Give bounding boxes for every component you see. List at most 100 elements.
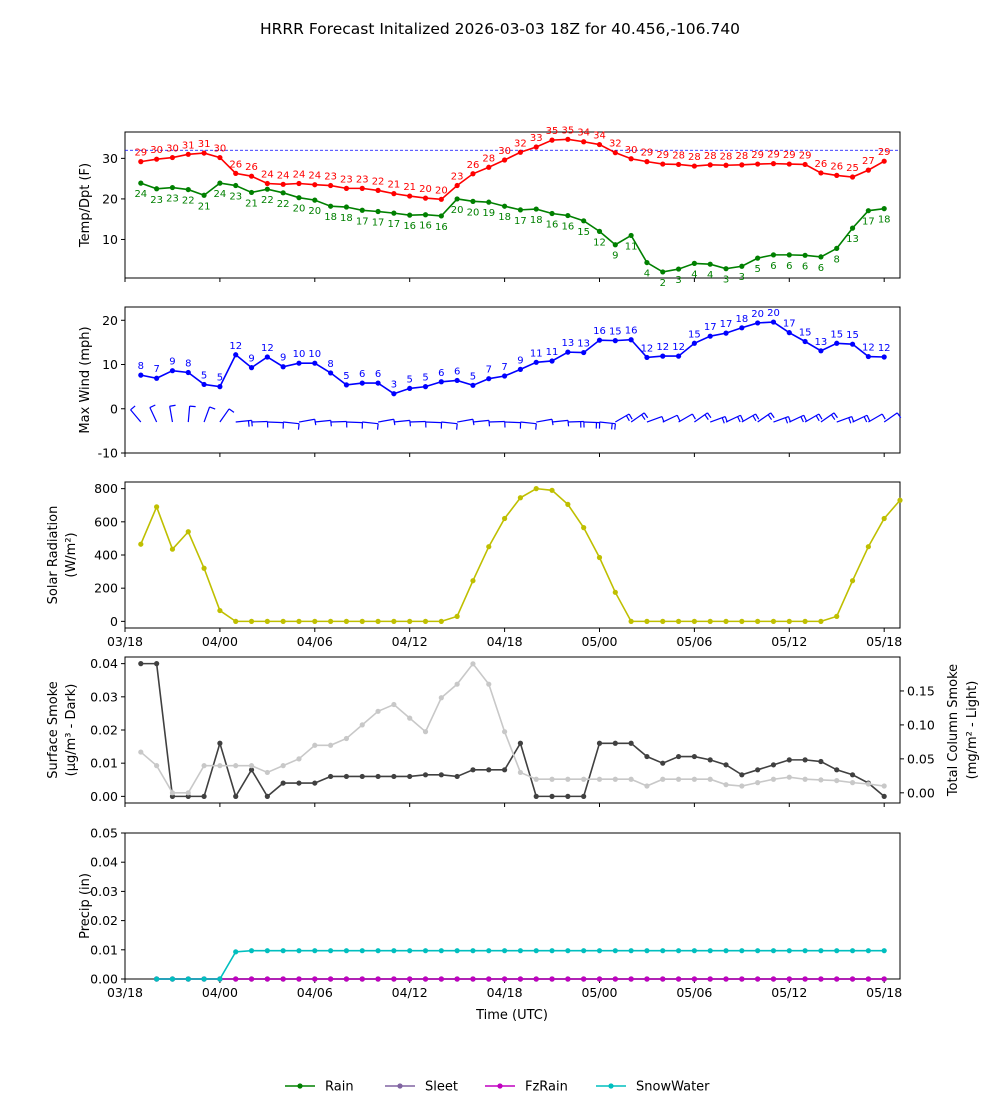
data-label: 26 [229, 159, 242, 170]
data-point [691, 340, 697, 346]
data-point [723, 782, 729, 788]
barb-flag [628, 413, 633, 420]
x-tick-label: 03/18 [107, 985, 143, 1000]
data-point [217, 763, 223, 769]
y-tick-label: 800 [94, 481, 118, 496]
y-tick-label: 0.02 [90, 913, 118, 928]
data-point [834, 976, 840, 982]
wind-barb [678, 413, 696, 423]
data-point [533, 144, 539, 150]
x-tick-label: 05/06 [676, 985, 712, 1000]
data-label: 33 [530, 133, 543, 144]
data-point [770, 948, 777, 954]
data-label: 15 [799, 328, 812, 339]
y-right-tick-label: 0.10 [907, 717, 935, 732]
data-point [565, 793, 571, 799]
data-point [881, 793, 887, 799]
legend-item: SnowWater [596, 1080, 710, 1095]
data-point [581, 776, 587, 782]
data-point [786, 252, 792, 258]
data-point [233, 793, 239, 799]
data-point [675, 776, 682, 782]
data-label: 24 [308, 171, 321, 182]
data-point [422, 772, 429, 778]
data-point [138, 159, 144, 165]
data-point [454, 976, 460, 982]
data-point [501, 976, 508, 982]
data-point [802, 976, 808, 982]
data-point [660, 776, 666, 782]
data-point [328, 370, 334, 376]
panel-frame [124, 832, 901, 980]
y-right-axis-label-line: (mg/m² - Light) [965, 681, 980, 780]
data-label: 20 [308, 206, 321, 217]
data-label: 23 [150, 195, 163, 206]
data-point [154, 186, 160, 192]
data-label: 32 [609, 139, 622, 150]
data-point [359, 380, 365, 386]
barb-shaft [377, 418, 394, 423]
x-tick-label: 04/12 [392, 985, 428, 1000]
figure-title: HRRR Forecast Initalized 2026-03-03 18Z … [260, 20, 740, 38]
wind-barb [219, 408, 235, 423]
x-tick-label: 05/00 [581, 985, 617, 1000]
data-label: 5 [201, 370, 207, 381]
data-label: 6 [770, 261, 776, 272]
data-point [438, 618, 444, 624]
wind-barb [362, 421, 379, 430]
x-tick-label: 04/18 [487, 985, 523, 1000]
data-point [533, 486, 539, 492]
data-point [612, 976, 618, 982]
data-label: 8 [327, 359, 333, 370]
data-label: 9 [280, 353, 286, 364]
data-point [454, 613, 460, 619]
data-point [169, 184, 176, 191]
data-label: 16 [403, 221, 416, 232]
data-point [470, 198, 476, 204]
data-point [849, 948, 856, 954]
data-point [549, 776, 555, 782]
data-point [533, 948, 539, 954]
barb-shaft [773, 415, 789, 423]
barb-shaft [441, 421, 458, 425]
data-point [707, 333, 713, 339]
barb-shaft [425, 421, 442, 424]
wind-barb [393, 419, 412, 427]
data-point [454, 196, 460, 202]
data-point [865, 353, 871, 360]
data-point [644, 354, 650, 361]
data-point [517, 149, 524, 155]
data-point [565, 776, 571, 782]
data-point [154, 763, 160, 769]
x-tick-label: 03/18 [107, 634, 143, 649]
data-point [612, 776, 618, 782]
data-point [770, 776, 777, 782]
data-point [201, 565, 207, 571]
data-point [865, 167, 871, 173]
wind-barb [314, 419, 332, 427]
data-point [755, 161, 761, 167]
data-label: 29 [134, 148, 147, 159]
legend-swatch-marker [608, 1083, 614, 1089]
data-point [422, 729, 429, 735]
data-point [881, 206, 887, 212]
barb-flag [881, 413, 886, 420]
data-point [612, 150, 618, 156]
y-tick-label: 20 [102, 191, 118, 206]
data-point [154, 661, 160, 667]
data-label: 5 [217, 373, 223, 384]
x-tick-label: 04/00 [202, 634, 238, 649]
data-point [185, 529, 191, 535]
y-axis-label-line: (µg/m³ - Dark) [64, 684, 79, 777]
data-label: 4 [644, 269, 650, 280]
data-point [438, 976, 444, 982]
data-label: 17 [514, 216, 527, 227]
data-label: 28 [672, 150, 685, 161]
data-label: 23 [356, 174, 369, 185]
legend-swatch-marker [497, 1083, 503, 1089]
legend-item: Sleet [385, 1080, 458, 1095]
data-label: 20 [767, 308, 780, 319]
data-point [565, 349, 571, 355]
series-line-temperature [140, 138, 885, 201]
